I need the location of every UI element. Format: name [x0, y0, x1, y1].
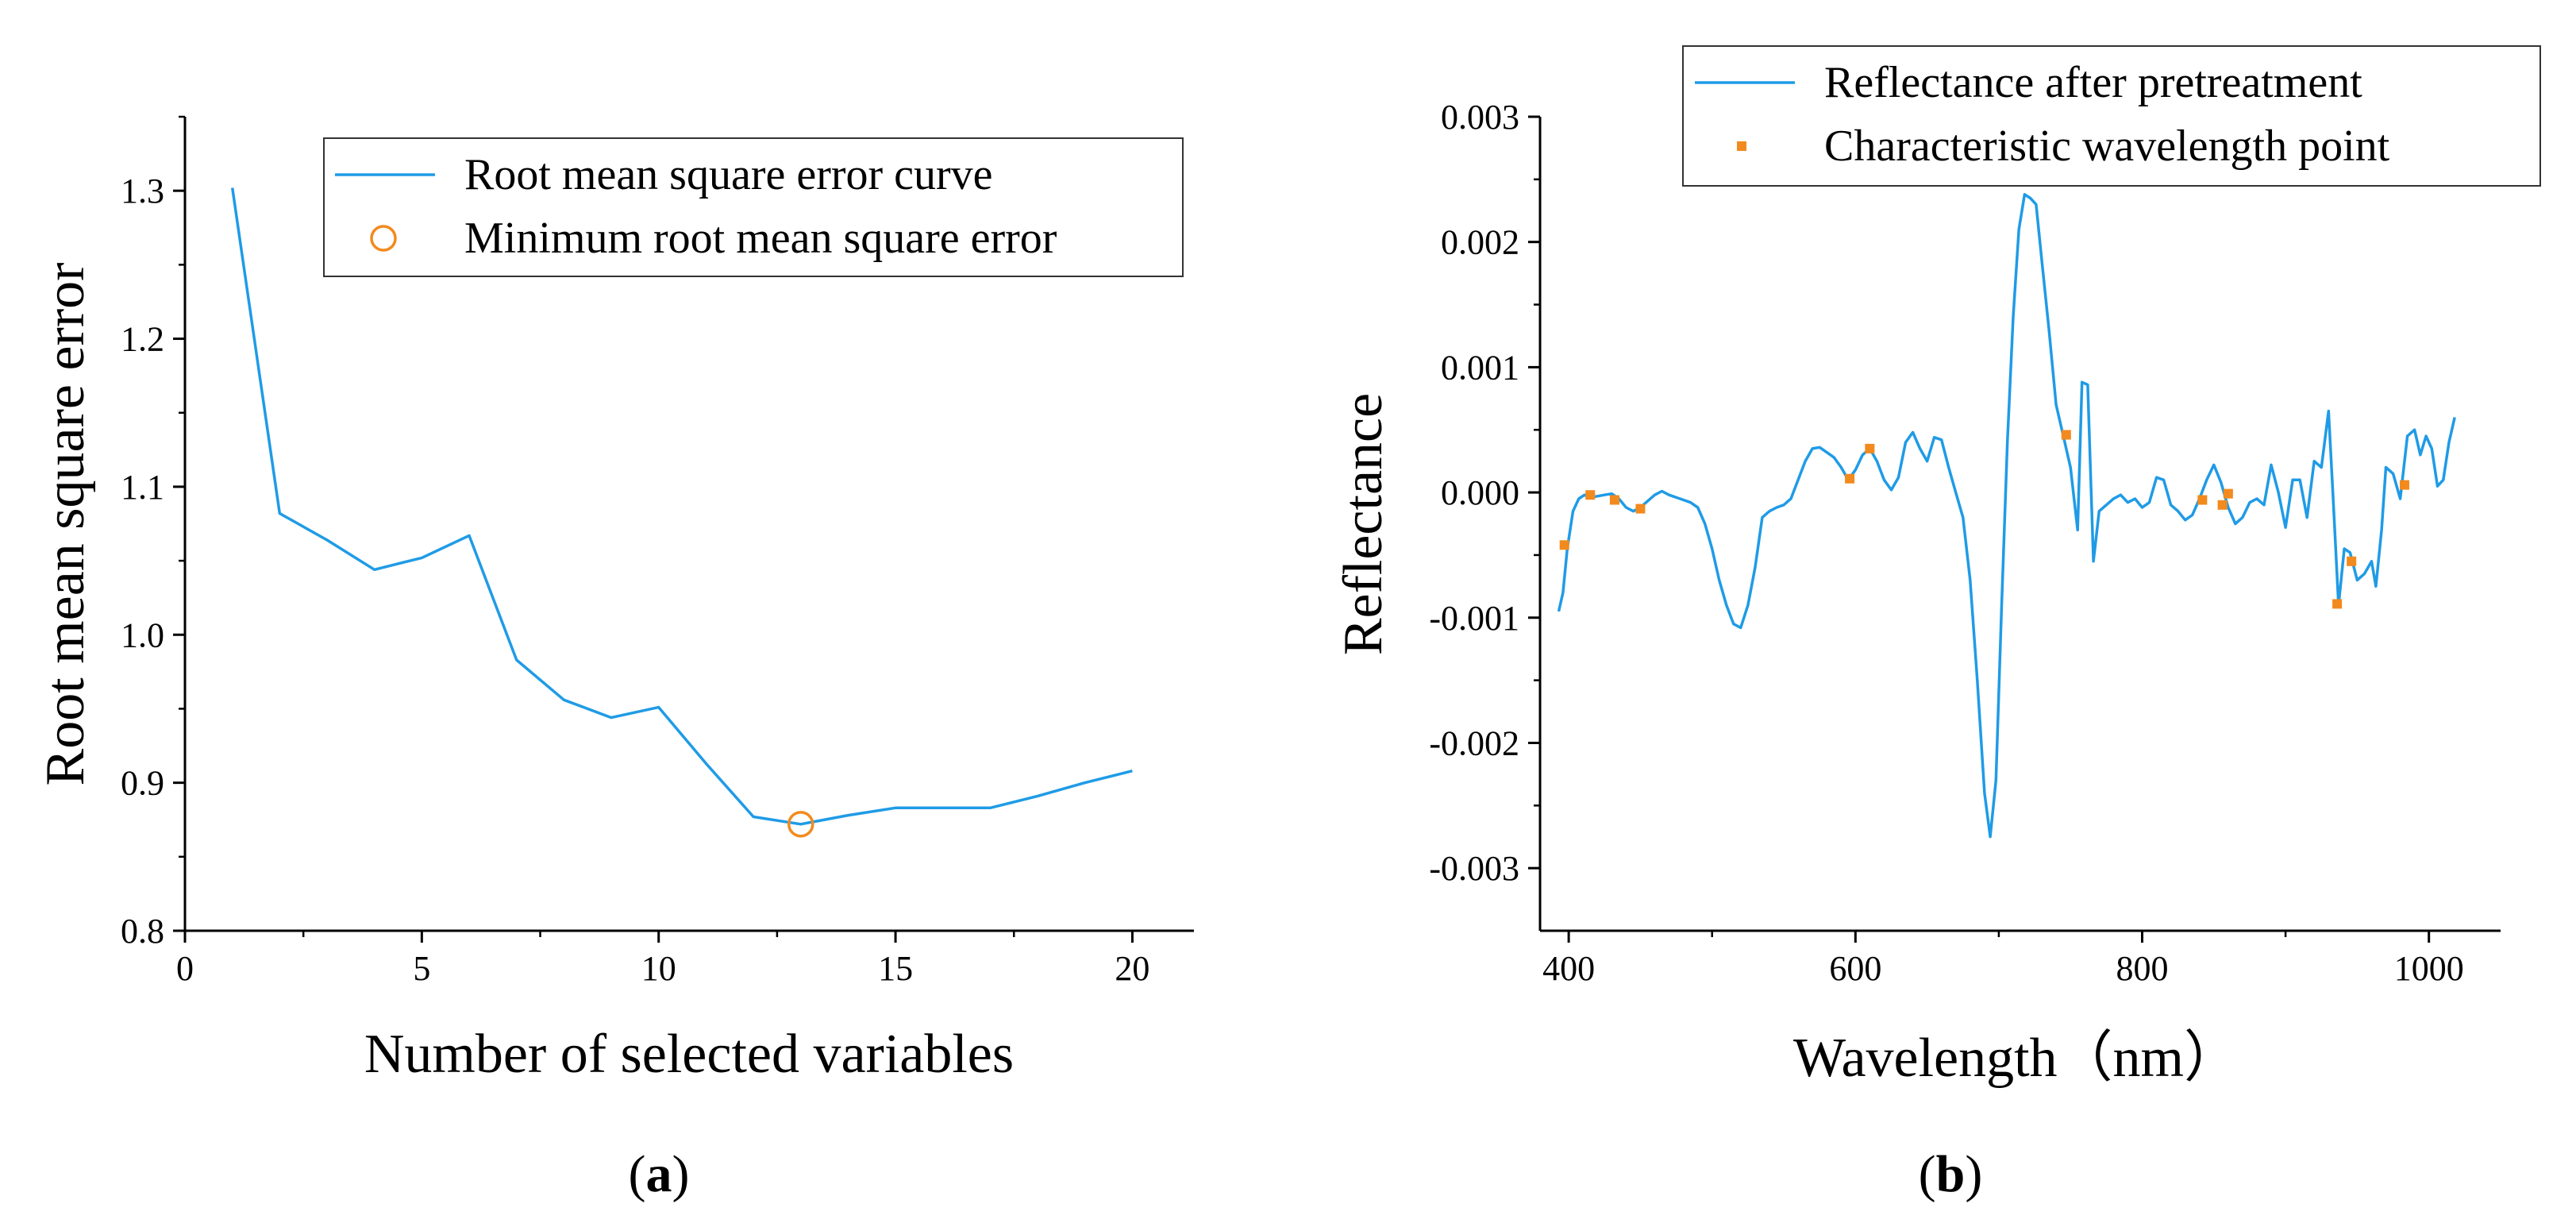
panel-b-y-tick-label: 0.003	[1441, 98, 1519, 137]
panel-b-characteristic-point	[2061, 430, 2071, 440]
panel-b-characteristic-point	[1845, 473, 1855, 484]
panel-b-characteristic-point	[2347, 556, 2357, 566]
panel-a-legend-label-minimum: Minimum root mean square error	[464, 214, 1057, 263]
panel-b-characteristic-point	[1609, 495, 1619, 505]
panel-b-reflectance-curve	[1557, 193, 2456, 839]
panel-a-y-tick-label: 0.9	[121, 764, 164, 803]
panel-a-ticks: 0 5 10 15 20 0.8 0.9 1.0 1.1 1.2 1.3	[121, 115, 1149, 988]
panel-b-y-tick-label: -0.001	[1429, 599, 1519, 638]
panel-b-characteristic-points	[1559, 430, 2409, 609]
panel-a-rmse-chart: 0 5 10 15 20 0.8 0.9 1.0 1.1 1.2 1.3 Root mean squ…	[35, 115, 1194, 1203]
panel-a-rmse-curve	[230, 187, 1133, 826]
panel-b-characteristic-point	[1585, 490, 1596, 500]
panel-a-y-tick-label: 0.8	[121, 912, 164, 951]
panel-b-y-tick-label: -0.003	[1429, 849, 1519, 888]
panel-a-y-tick-label: 1.1	[121, 468, 164, 507]
panel-a-legend-box	[323, 137, 1184, 277]
panel-b-characteristic-point	[1635, 503, 1646, 514]
panel-b-characteristic-point	[2197, 495, 2208, 505]
panel-b-characteristic-point	[2223, 488, 2233, 499]
panel-b-x-tick-label: 600	[1829, 949, 1881, 988]
panel-a-legend: Root mean square error curve Minimum roo…	[323, 137, 1184, 277]
panel-b-characteristic-point	[2400, 480, 2409, 490]
panel-a-y-tick-label: 1.3	[121, 172, 164, 210]
panel-b-axes	[1538, 117, 2501, 932]
panel-b-characteristic-point	[1559, 540, 1569, 550]
panel-b-legend: Reflectance after pretreatment Character…	[1682, 45, 2541, 187]
panel-b-y-tick-label: 0.001	[1441, 348, 1519, 387]
panel-b-x-axis-title: Wavelength（nm）	[1793, 1028, 2239, 1089]
panel-a-caption-letter: a	[646, 1145, 672, 1203]
panel-a-minimum-marker	[787, 811, 814, 838]
panel-a-y-tick-label: 1.0	[121, 615, 164, 654]
panel-b-legend-box	[1682, 45, 2541, 187]
panel-a-x-axis-title: Number of selected variables	[364, 1024, 1014, 1085]
panel-a-legend-label-curve: Root mean square error curve	[464, 150, 993, 199]
panel-b-x-tick-label: 800	[2116, 949, 2169, 988]
panel-b-legend-label-reflectance: Reflectance after pretreatment	[1824, 58, 2362, 107]
panel-a-axes	[183, 117, 1194, 932]
panel-a-y-tick-label: 1.2	[121, 320, 164, 359]
panel-a-x-tick-label: 15	[878, 949, 913, 988]
panel-b-legend-label-characteristic: Characteristic wavelength point	[1824, 122, 2390, 171]
panel-b-caption-letter: b	[1936, 1145, 1966, 1203]
panel-a-x-tick-label: 5	[413, 949, 430, 988]
panel-a-y-axis-title: Root mean square error	[35, 263, 96, 786]
panel-b-characteristic-point	[2217, 500, 2228, 510]
panel-b-y-tick-label: -0.002	[1429, 723, 1519, 762]
panel-b-legend-square-swatch	[1737, 141, 1746, 151]
panel-a-x-tick-label: 0	[176, 949, 194, 988]
panel-b-ticks: 400 600 800 1000 -0.003 -0.002 -0.001 0.000 0.00…	[1429, 98, 2463, 988]
panel-a-x-tick-label: 10	[641, 949, 676, 988]
panel-b-caption: (b)	[1919, 1145, 1983, 1203]
panel-b-characteristic-point	[2332, 599, 2343, 609]
panel-a-legend-circle-swatch	[370, 225, 397, 252]
panel-b-characteristic-point	[1865, 443, 1875, 453]
panel-a-x-tick-label: 20	[1115, 949, 1149, 988]
panel-b-y-axis-title: Reflectance	[1333, 393, 1394, 655]
panel-b-y-tick-label: 0.000	[1441, 473, 1519, 512]
panel-b-reflectance-chart: 400 600 800 1000 -0.003 -0.002 -0.001 0.000 0.00…	[1333, 45, 2541, 1203]
panel-a-minimum-markers	[787, 811, 814, 838]
panel-b-y-tick-label: 0.002	[1441, 223, 1519, 262]
panel-b-x-tick-label: 1000	[2394, 949, 2464, 988]
panel-a-caption: (a)	[629, 1145, 690, 1203]
panel-b-x-tick-label: 400	[1542, 949, 1595, 988]
